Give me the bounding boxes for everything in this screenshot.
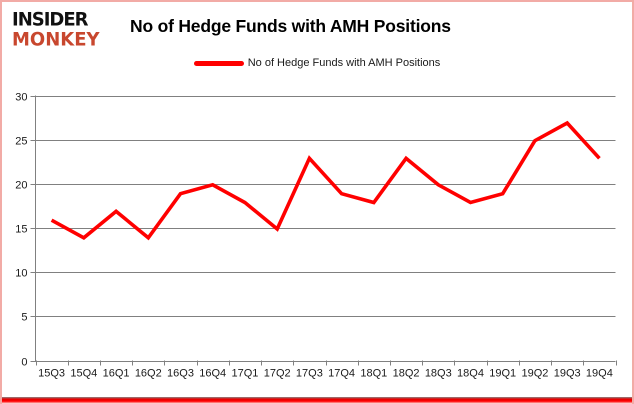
xtick-label-18Q1: 18Q1 bbox=[360, 368, 387, 380]
xtick-label-19Q4: 19Q4 bbox=[586, 368, 613, 380]
series-line bbox=[50, 120, 601, 241]
xtick-label-17Q1: 17Q1 bbox=[231, 368, 258, 380]
frame-bottom-red-bar bbox=[2, 397, 632, 404]
xtick-label-18Q2: 18Q2 bbox=[393, 368, 420, 380]
ytick-label-30: 30 bbox=[15, 92, 27, 104]
xtick-label-16Q3: 16Q3 bbox=[167, 368, 194, 380]
ytick-label-10: 10 bbox=[15, 268, 27, 280]
xtick-label-19Q2: 19Q2 bbox=[521, 368, 548, 380]
xtick-label-17Q4: 17Q4 bbox=[328, 368, 355, 380]
insider-monkey-logo: INSIDER MONKEY bbox=[12, 8, 116, 51]
xtick-label-18Q3: 18Q3 bbox=[425, 368, 452, 380]
xtick-label-17Q3: 17Q3 bbox=[296, 368, 323, 380]
chart-legend: No of Hedge Funds with AMH Positions bbox=[2, 57, 632, 69]
logo-monkey-text: MONKEY bbox=[12, 28, 100, 51]
xtick-label-16Q1: 16Q1 bbox=[103, 368, 130, 380]
xtick-label-19Q1: 19Q1 bbox=[489, 368, 516, 380]
ytick-label-20: 20 bbox=[15, 180, 27, 192]
xtick-label-18Q4: 18Q4 bbox=[457, 368, 484, 380]
xtick-label-15Q3: 15Q3 bbox=[38, 368, 65, 380]
legend-label: No of Hedge Funds with AMH Positions bbox=[247, 57, 441, 69]
chart-title: No of Hedge Funds with AMH Positions bbox=[130, 16, 451, 36]
xtick-label-16Q4: 16Q4 bbox=[199, 368, 226, 380]
xtick-label-16Q2: 16Q2 bbox=[135, 368, 162, 380]
logo-insider-text: INSIDER bbox=[12, 8, 89, 31]
ytick-label-0: 0 bbox=[21, 357, 27, 369]
ytick-label-25: 25 bbox=[15, 136, 27, 148]
ytick-label-5: 5 bbox=[21, 312, 27, 324]
xtick-label-15Q4: 15Q4 bbox=[70, 368, 97, 380]
legend-line-swatch bbox=[193, 60, 244, 66]
ytick-label-15: 15 bbox=[15, 224, 27, 236]
xtick-label-19Q3: 19Q3 bbox=[554, 368, 581, 380]
xtick-label-17Q2: 17Q2 bbox=[264, 368, 291, 380]
